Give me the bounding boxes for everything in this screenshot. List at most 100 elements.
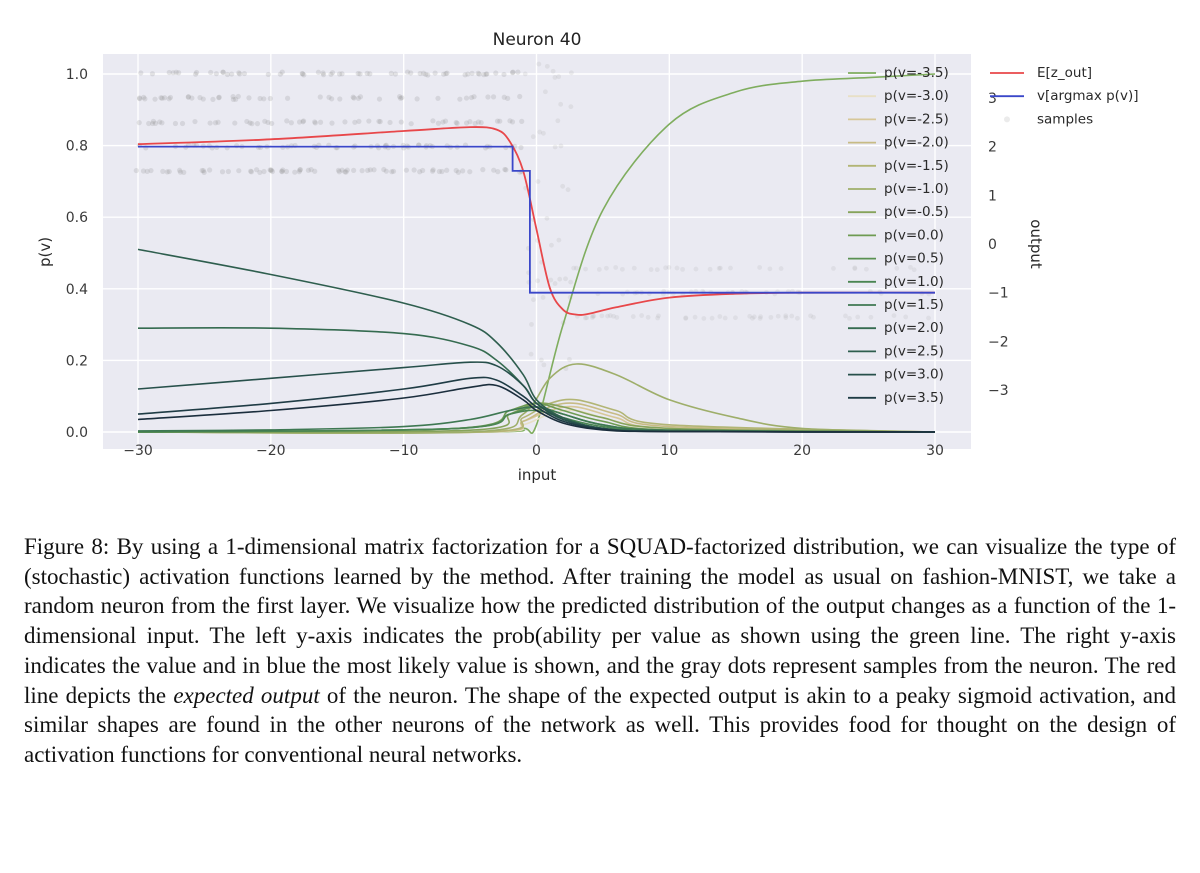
sample-dot xyxy=(747,313,753,319)
sample-dot xyxy=(159,95,165,101)
sample-dot xyxy=(247,120,253,126)
sample-dot xyxy=(268,167,274,173)
sample-dot xyxy=(475,70,481,76)
sample-dot xyxy=(339,71,345,77)
sample-dot xyxy=(654,267,660,273)
sample-dot xyxy=(591,313,597,319)
sample-dot xyxy=(220,69,226,75)
sample-dot xyxy=(220,69,226,75)
y2-tick-label: −3 xyxy=(988,383,1009,399)
sample-dot xyxy=(750,315,755,321)
y2-tick-label: 3 xyxy=(988,91,997,107)
sample-dot xyxy=(216,95,222,101)
legend-label-prob: p(v=0.0) xyxy=(884,227,944,243)
legend-label-output: v[argmax p(v)] xyxy=(1037,88,1138,104)
sample-dot xyxy=(297,167,304,173)
sample-dot xyxy=(709,315,715,321)
sample-dot xyxy=(423,71,429,77)
sample-dot xyxy=(257,169,263,176)
sample-dot xyxy=(210,96,216,102)
sample-dot xyxy=(193,69,200,76)
sample-dot xyxy=(903,314,909,320)
sample-dot xyxy=(552,144,558,150)
sample-dot xyxy=(471,94,477,100)
y2-tick-label: −2 xyxy=(988,334,1009,350)
sample-dot xyxy=(432,70,438,76)
sample-dot xyxy=(176,167,183,173)
sample-dot xyxy=(680,266,685,272)
sample-dot xyxy=(317,119,324,125)
sample-dot xyxy=(768,314,774,320)
x-tick-label: 0 xyxy=(532,443,541,459)
sample-dot xyxy=(469,70,475,76)
sample-dot xyxy=(599,313,605,319)
sample-dot xyxy=(355,70,361,77)
sample-dot xyxy=(465,71,471,77)
sample-dot xyxy=(320,70,326,76)
sample-dot xyxy=(390,168,397,174)
sample-dot xyxy=(317,94,323,100)
sample-dot xyxy=(717,265,723,271)
sample-dot xyxy=(233,96,239,102)
sample-dot xyxy=(359,168,365,174)
sample-dot xyxy=(136,95,143,101)
sample-dot xyxy=(146,120,152,127)
sample-dot xyxy=(329,120,335,126)
sample-dot xyxy=(457,96,463,102)
sample-dot xyxy=(573,265,579,271)
sample-dot xyxy=(442,118,449,124)
sample-dot xyxy=(248,168,254,174)
sample-dot xyxy=(399,95,405,101)
sample-dot xyxy=(212,120,219,126)
sample-dot xyxy=(444,70,450,76)
sample-dot xyxy=(339,167,345,173)
sample-dot xyxy=(254,167,260,173)
sample-dot xyxy=(140,168,147,174)
sample-dot xyxy=(389,169,395,175)
sample-dot xyxy=(926,315,931,321)
sample-dot xyxy=(728,265,733,271)
sample-dot xyxy=(350,94,356,100)
sample-dot xyxy=(557,276,563,282)
sample-dot xyxy=(463,95,470,101)
sample-dot xyxy=(536,61,542,67)
sample-dot xyxy=(181,169,187,175)
sample-dot xyxy=(767,266,773,272)
sample-dot xyxy=(299,70,305,77)
sample-dot xyxy=(693,266,699,272)
sample-dot xyxy=(501,94,507,100)
sample-dot xyxy=(312,119,318,125)
sample-dot xyxy=(485,94,491,100)
sample-dot xyxy=(292,169,298,175)
sample-dot xyxy=(236,168,242,174)
sample-dot xyxy=(296,169,302,175)
y-axis-label: p(v) xyxy=(36,237,54,267)
sample-dot xyxy=(522,71,528,77)
sample-dot xyxy=(351,95,357,101)
sample-dot xyxy=(329,96,335,102)
sample-dot xyxy=(619,266,625,272)
sample-dot xyxy=(133,167,139,174)
sample-dot xyxy=(138,70,144,76)
sample-dot xyxy=(149,120,156,127)
sample-dot xyxy=(535,179,541,184)
sample-dot xyxy=(454,120,460,126)
prob-line-15 xyxy=(137,383,936,433)
sample-dot xyxy=(541,362,547,368)
sample-dot xyxy=(157,119,163,125)
sample-dot xyxy=(376,118,382,124)
sample-dot xyxy=(495,169,501,175)
sample-dot xyxy=(472,120,478,127)
sample-dot xyxy=(365,167,371,173)
sample-dot xyxy=(501,71,507,78)
sample-dot xyxy=(224,71,231,78)
sample-dot xyxy=(257,95,263,102)
legend-label-prob: p(v=-1.5) xyxy=(884,158,949,174)
sample-dot xyxy=(614,315,620,320)
sample-dot xyxy=(590,313,596,319)
sample-dot xyxy=(515,69,521,75)
sample-dot xyxy=(529,322,534,327)
sample-dot xyxy=(158,95,164,101)
sample-dot xyxy=(868,314,874,320)
sample-dot xyxy=(216,94,222,100)
